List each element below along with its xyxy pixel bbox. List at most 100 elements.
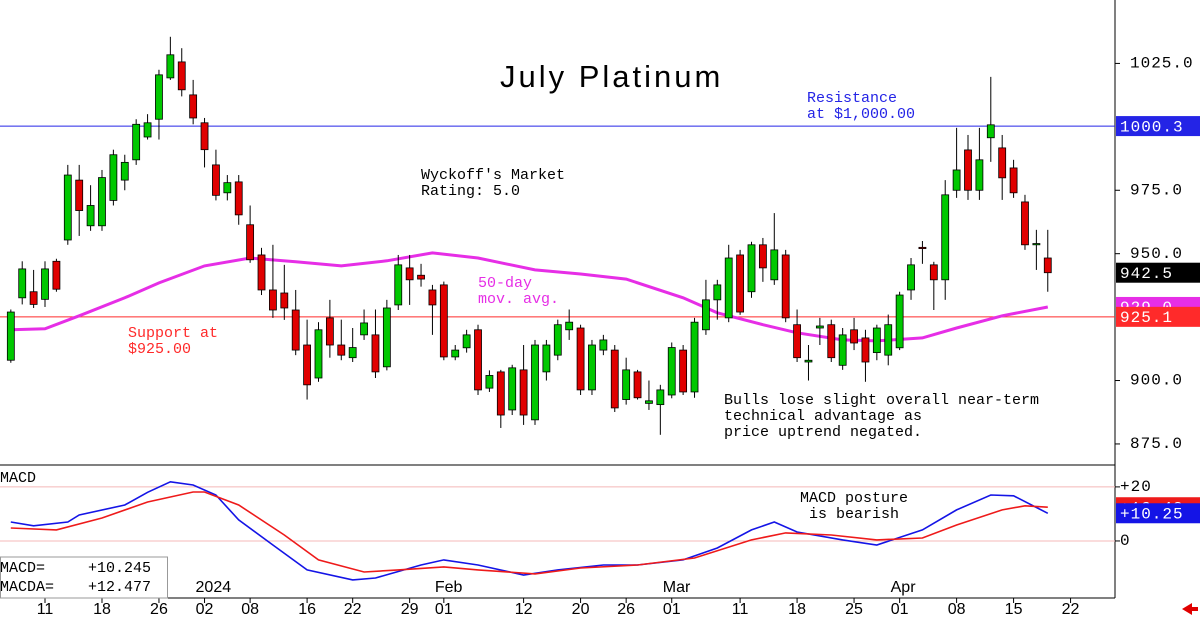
candle-body (986, 124, 995, 139)
candle-body (645, 400, 653, 404)
candle-body (804, 359, 813, 363)
candle-body (542, 344, 551, 373)
candle-body (918, 246, 927, 250)
candle-body (599, 339, 608, 351)
candle-body (872, 327, 881, 354)
macd-value-box (1116, 503, 1200, 524)
x-tick-label: 26 (617, 601, 635, 618)
candle-body (120, 161, 129, 181)
candle-body (576, 327, 585, 391)
candle-body (177, 61, 186, 91)
y-tick-label: 875.0 (1130, 435, 1183, 453)
readout-value: +12.477 (88, 579, 151, 596)
candle-body (257, 254, 266, 291)
candle-body (246, 224, 255, 261)
candle-body (1043, 257, 1052, 274)
x-tick-label: 01 (435, 601, 453, 618)
candle-body (394, 264, 403, 306)
x-tick-label: 02 (196, 601, 214, 618)
month-label: Feb (435, 579, 463, 596)
candle-body (109, 154, 118, 201)
candle-body (633, 371, 642, 399)
x-tick-label: 22 (344, 601, 362, 618)
candle-body (291, 309, 300, 351)
candle-body (793, 324, 801, 359)
annotation: Wyckoff's Market (421, 167, 565, 184)
candle-body (975, 159, 984, 191)
x-tick-label: 29 (401, 601, 419, 618)
candle-body (1009, 167, 1018, 194)
last-price-box (1116, 262, 1200, 283)
candle-body (667, 347, 676, 396)
candle-body (269, 289, 277, 311)
readout-box (0, 556, 168, 599)
y-tick-label: 900.0 (1130, 372, 1183, 390)
level-value-box (1116, 116, 1200, 137)
candle-body (371, 334, 380, 373)
month-label: 2024 (196, 579, 232, 596)
y-tick-label: 1025.0 (1130, 55, 1194, 73)
x-tick-label: 26 (150, 601, 168, 618)
candle-body (75, 179, 84, 211)
candle-body (884, 324, 893, 356)
candle-body (428, 289, 437, 306)
candle-body (531, 344, 539, 421)
macd-line (10, 480, 1049, 581)
x-tick-label: 15 (1005, 601, 1023, 618)
candle-body (18, 268, 27, 299)
x-tick-label: 25 (845, 601, 863, 618)
candle-body (998, 147, 1007, 179)
candle-body (690, 321, 699, 393)
candle-body (907, 264, 915, 291)
candle-body (747, 244, 756, 293)
candle-body (6, 311, 15, 361)
candle-body (1032, 243, 1041, 246)
x-tick-label: 08 (241, 601, 259, 618)
readout-name: MACD= (0, 560, 45, 577)
annotation: Resistance (807, 90, 897, 107)
month-label: Mar (663, 579, 691, 596)
candle-body (63, 174, 72, 241)
candle-body (679, 349, 688, 393)
x-tick-label: 18 (93, 601, 111, 618)
candle-body (964, 149, 972, 191)
annotation: Bulls lose slight overall near-term (724, 392, 1039, 409)
macd-line (10, 491, 1048, 575)
candle-body (929, 264, 938, 281)
candle-body (189, 94, 198, 119)
last-price-label: 942.5 (1120, 265, 1173, 283)
month-label: Apr (891, 579, 917, 596)
candle-body (565, 321, 574, 331)
candle-body (314, 329, 323, 379)
x-tick-label: 08 (948, 601, 966, 618)
candle-body (405, 267, 414, 281)
candle-body (519, 369, 528, 416)
y-tick-label: +20 (1120, 478, 1152, 496)
level-value-label: 1000.3 (1120, 118, 1184, 136)
x-tick-label: 22 (1062, 601, 1080, 618)
candle-body (758, 244, 767, 269)
candle-body (234, 181, 243, 216)
candle-body (86, 205, 95, 227)
candle-body (861, 337, 870, 363)
candle-body (382, 307, 391, 368)
annotation: Rating: 5.0 (421, 183, 520, 200)
candle-body (303, 344, 311, 386)
candle-body (337, 344, 346, 356)
candle-body (724, 257, 733, 319)
candle-body (474, 329, 482, 391)
annotation: is bearish (800, 506, 899, 523)
candle-body (41, 268, 49, 300)
candle-body (200, 122, 209, 151)
level-value-label: 925.1 (1120, 309, 1173, 327)
annotation: mov. avg. (478, 291, 559, 308)
macd-title: MACD (0, 470, 36, 487)
candle-body (622, 369, 631, 400)
candle-body (850, 329, 858, 344)
x-tick-label: 01 (663, 601, 681, 618)
candle-body (952, 169, 961, 191)
candle-body (29, 291, 38, 305)
x-tick-label: 01 (891, 601, 909, 618)
candle-body (417, 274, 425, 280)
